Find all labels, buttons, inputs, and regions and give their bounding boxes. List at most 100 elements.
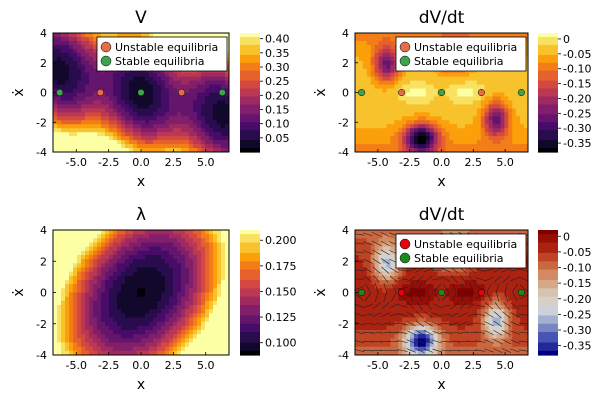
vector-arrow bbox=[382, 274, 389, 284]
vector-arrow bbox=[466, 332, 477, 334]
vector-arrow bbox=[426, 283, 431, 293]
colorbar-tick-label: 0.05 bbox=[265, 132, 290, 145]
legend-label: Unstable equilibria bbox=[414, 41, 517, 54]
vector-arrow bbox=[406, 276, 416, 282]
vector-arrow bbox=[381, 302, 390, 310]
vector-arrow bbox=[380, 258, 390, 265]
vector-arrow bbox=[406, 268, 417, 272]
vector-arrow bbox=[415, 348, 425, 353]
colorbar-tick-label: 0.15 bbox=[265, 104, 290, 117]
vector-arrow bbox=[355, 233, 365, 236]
vector-arrow bbox=[519, 284, 528, 292]
vector-arrow bbox=[363, 232, 373, 237]
vector-arrow bbox=[380, 249, 390, 256]
equilibrium-point bbox=[477, 88, 485, 97]
vector-arrow bbox=[380, 331, 391, 334]
vector-arrow bbox=[518, 322, 528, 325]
vector-arrow bbox=[355, 285, 365, 291]
equilibrium-point bbox=[398, 288, 406, 297]
vector-arrow bbox=[397, 313, 408, 317]
vector-arrow bbox=[493, 329, 503, 336]
x-tick-label: 0.0 bbox=[433, 359, 451, 372]
vector-arrow bbox=[458, 331, 469, 334]
vector-arrow bbox=[484, 276, 494, 282]
vector-arrow bbox=[510, 339, 520, 344]
y-tick-label: -2 bbox=[338, 318, 349, 331]
vector-arrow bbox=[510, 321, 520, 327]
vector-arrow bbox=[484, 268, 495, 272]
vector-arrow bbox=[458, 349, 469, 352]
vector-arrow bbox=[467, 275, 476, 283]
vector-arrow bbox=[432, 339, 443, 344]
vector-arrow bbox=[371, 312, 382, 318]
vector-arrow bbox=[383, 283, 387, 293]
vector-arrow bbox=[363, 275, 373, 283]
vector-arrow bbox=[440, 349, 451, 352]
x-tick-label: 5.0 bbox=[197, 156, 215, 169]
vector-arrow bbox=[461, 283, 465, 293]
colorbar: 0 -0.05 -0.10 -0.15 -0.20 -0.25 -0.30 -0.35 bbox=[538, 230, 591, 356]
vector-arrow bbox=[450, 302, 459, 310]
vector-arrow bbox=[371, 331, 382, 334]
vector-arrow bbox=[469, 283, 474, 293]
equilibrium-point bbox=[218, 88, 226, 97]
x-tick-label: 0.0 bbox=[433, 156, 451, 169]
vector-arrow bbox=[484, 312, 494, 318]
vector-arrow bbox=[406, 348, 417, 353]
vector-arrow bbox=[389, 303, 399, 309]
vector-arrow bbox=[449, 331, 460, 334]
chart-title: V bbox=[135, 8, 147, 28]
equilibrium-point bbox=[437, 288, 446, 297]
vector-arrow bbox=[383, 292, 388, 302]
vector-arrow bbox=[406, 321, 416, 327]
vector-arrow bbox=[441, 276, 451, 282]
chart-title: λ bbox=[136, 205, 146, 225]
vector-arrow bbox=[475, 313, 486, 316]
vector-arrow bbox=[484, 330, 494, 335]
y-tick-label: -2 bbox=[36, 318, 47, 331]
vector-arrow bbox=[484, 348, 494, 353]
vector-arrow bbox=[501, 339, 512, 345]
y-tick-label: 4 bbox=[342, 224, 349, 237]
vector-arrow bbox=[475, 322, 486, 325]
vector-arrow bbox=[441, 293, 450, 301]
colorbar-tick-label: 0.30 bbox=[265, 61, 290, 74]
vector-arrow bbox=[380, 322, 391, 326]
vector-arrow bbox=[518, 314, 528, 316]
x-tick-label: -2.5 bbox=[399, 359, 420, 372]
colorbar-tick-label: 0.175 bbox=[265, 260, 297, 273]
vector-arrow bbox=[363, 250, 373, 255]
vector-arrow bbox=[415, 329, 425, 336]
vector-arrow bbox=[371, 232, 382, 237]
vector-arrow bbox=[452, 292, 457, 302]
y-tick-label: 2 bbox=[40, 57, 47, 70]
vector-arrow bbox=[485, 302, 494, 310]
vector-arrow bbox=[362, 323, 374, 325]
vector-arrow bbox=[433, 284, 442, 292]
y-tick-label: 2 bbox=[342, 255, 349, 268]
vector-arrow bbox=[380, 340, 391, 343]
x-axis-label: x bbox=[137, 174, 145, 190]
colorbar-tick-label: -0.05 bbox=[563, 246, 591, 259]
legend-label: Unstable equilibria bbox=[414, 238, 517, 251]
vector-arrow bbox=[440, 304, 451, 308]
vector-arrow bbox=[449, 322, 460, 326]
vector-arrow bbox=[466, 322, 477, 325]
vector-arrow bbox=[442, 283, 450, 293]
x-tick-label: -2.5 bbox=[98, 156, 119, 169]
vector-arrow bbox=[440, 332, 451, 334]
equilibrium-point bbox=[358, 288, 366, 297]
colorbar-tick-label: 0.10 bbox=[265, 118, 290, 131]
vector-arrow bbox=[416, 275, 424, 283]
vector-arrow bbox=[493, 339, 503, 345]
vector-arrow bbox=[423, 339, 434, 344]
colorbar-tick-label: -0.15 bbox=[563, 78, 591, 91]
vector-arrow bbox=[475, 331, 486, 334]
vector-arrow bbox=[504, 292, 509, 302]
equilibrium-point bbox=[358, 88, 366, 97]
vector-arrow bbox=[397, 269, 408, 272]
vector-arrow bbox=[425, 301, 432, 310]
colorbar: 0.100 0.125 0.150 0.175 0.200 bbox=[240, 230, 297, 356]
vector-arrow bbox=[459, 274, 467, 284]
